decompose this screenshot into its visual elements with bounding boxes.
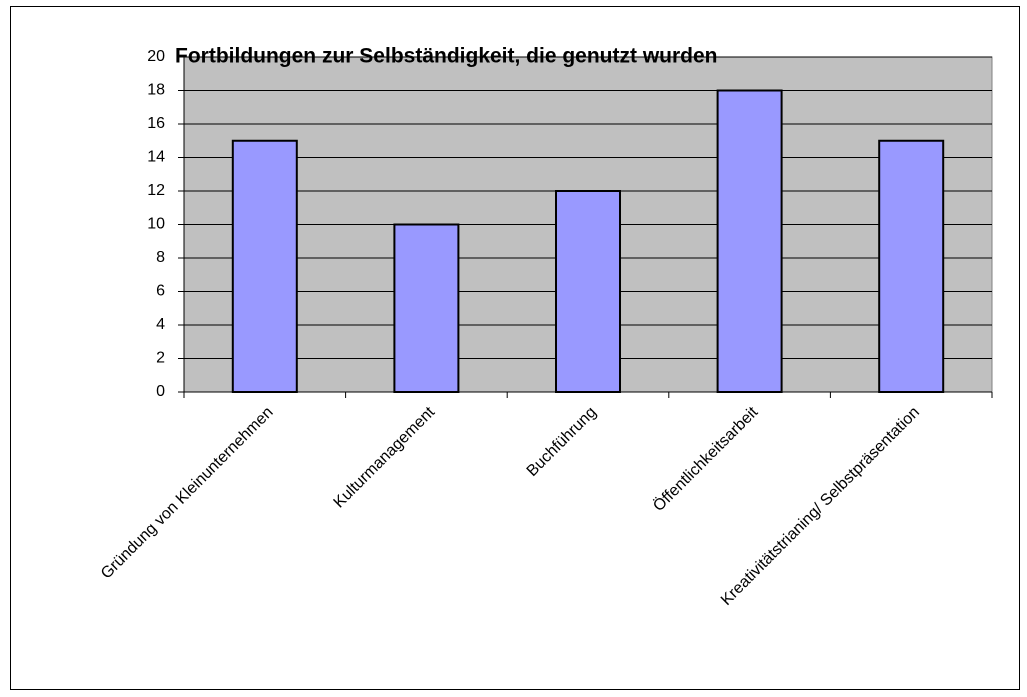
y-tick-label: 14 <box>147 149 165 166</box>
y-tick-label: 4 <box>156 316 165 333</box>
y-tick-label: 20 <box>147 48 165 65</box>
y-tick-label: 16 <box>147 115 165 132</box>
bar <box>555 190 621 393</box>
y-tick-label: 2 <box>156 350 165 367</box>
bar <box>393 223 460 393</box>
y-tick-label: 10 <box>147 216 165 233</box>
chart-title: Fortbildungen zur Selbständigkeit, die g… <box>175 45 718 68</box>
y-tick-label: 18 <box>147 82 165 99</box>
y-tick-label: 12 <box>147 182 165 199</box>
bar <box>716 89 783 393</box>
bar <box>878 139 945 393</box>
y-tick-label: 8 <box>156 249 165 266</box>
y-tick-label: 0 <box>156 383 165 400</box>
bar <box>231 139 298 393</box>
y-tick-label: 6 <box>156 283 165 300</box>
